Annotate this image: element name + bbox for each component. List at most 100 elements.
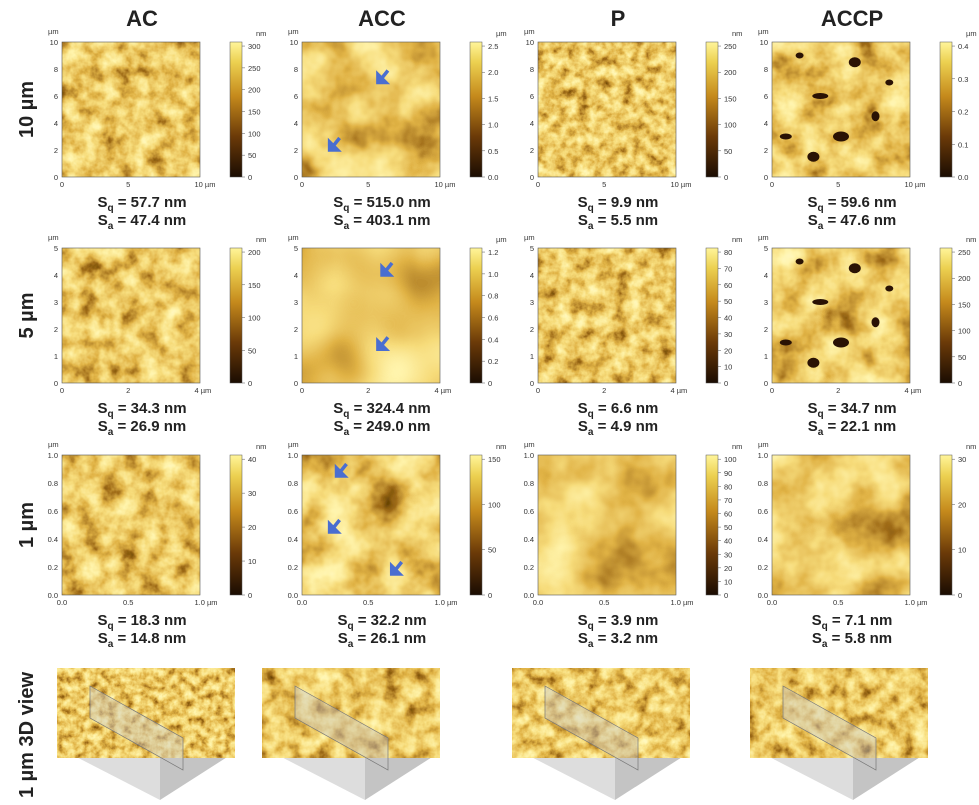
- colorbar: [470, 42, 482, 177]
- y-tick-label: 2: [764, 325, 768, 334]
- colorbar-tick-label: 150: [958, 300, 971, 309]
- colorbar-tick-label: 1.0: [488, 121, 498, 130]
- y-tick-label: 4: [530, 119, 534, 128]
- pit: [796, 53, 804, 59]
- pit: [849, 57, 861, 67]
- row-label: 1 µm 3D view: [16, 672, 38, 798]
- axis-unit: µm: [524, 440, 535, 449]
- y-tick-label: 0: [294, 173, 298, 182]
- symbol: S: [578, 400, 588, 417]
- symbol: S: [807, 400, 817, 417]
- colorbar-tick-label: 250: [958, 248, 971, 257]
- value: = 249.0 nm: [349, 418, 430, 435]
- colorbar-tick-label: 150: [724, 94, 737, 103]
- pit: [807, 358, 819, 368]
- roughness-value: Sa = 249.0 nm: [334, 418, 431, 438]
- colorbar-tick-label: 50: [724, 297, 732, 306]
- colorbar-tick-label: 250: [248, 64, 261, 73]
- colorbar-tick-label: 40: [248, 455, 256, 464]
- roughness-value: Sa = 26.9 nm: [98, 418, 187, 438]
- x-tick-label: 2: [836, 386, 840, 395]
- colorbar-tick-label: 20: [248, 523, 256, 532]
- x-tick-label: 0.0: [57, 598, 67, 607]
- colorbar-tick-label: 50: [248, 151, 256, 160]
- y-tick-label: 0.8: [288, 479, 298, 488]
- x-tick-label: 0.5: [599, 598, 609, 607]
- afm-panel: µm012345024 µmnm050100150200250Sq = 34.7…: [758, 233, 976, 438]
- y-tick-label: 2: [54, 325, 58, 334]
- symbol: S: [97, 194, 107, 211]
- y-tick-label: 1.0: [48, 451, 58, 460]
- afm-image: [302, 42, 440, 177]
- symbol: S: [578, 612, 588, 629]
- x-tick-label: 0: [536, 386, 540, 395]
- symbol: S: [812, 630, 822, 647]
- y-tick-label: 0: [54, 379, 58, 388]
- x-tick-label: 0: [770, 386, 774, 395]
- afm-image: [772, 42, 910, 177]
- x-tick-label: 10 µm: [194, 180, 215, 189]
- colorbar-tick-label: 250: [724, 42, 737, 51]
- row-label: 10 µm: [16, 81, 38, 138]
- y-tick-label: 0.8: [758, 479, 768, 488]
- value: = 57.7 nm: [114, 194, 187, 211]
- colorbar: [230, 455, 242, 595]
- view-3d: [750, 668, 928, 800]
- colorbar: [940, 248, 952, 383]
- y-tick-label: 1: [294, 352, 298, 361]
- colorbar-tick-label: 2.5: [488, 42, 498, 51]
- colorbar-tick-label: 0: [248, 379, 252, 388]
- colorbar-tick-label: 2.0: [488, 68, 498, 77]
- value: = 26.1 nm: [353, 630, 426, 647]
- x-tick-label: 0: [60, 180, 64, 189]
- colorbar-tick-label: 60: [724, 281, 732, 290]
- colorbar: [470, 248, 482, 383]
- colorbar-unit: nm: [732, 442, 742, 451]
- roughness-value: Sa = 47.6 nm: [808, 212, 897, 232]
- afm-image: [772, 455, 910, 595]
- roughness-value: Sa = 3.2 nm: [578, 630, 658, 650]
- y-tick-label: 2: [530, 325, 534, 334]
- value: = 34.3 nm: [114, 400, 187, 417]
- roughness-value: Sq = 7.1 nm: [812, 612, 893, 632]
- axis-unit: µm: [288, 233, 299, 242]
- symbol: S: [98, 630, 108, 647]
- x-tick-label: 5: [602, 180, 606, 189]
- axis-unit: µm: [758, 27, 769, 36]
- pit: [780, 340, 792, 346]
- colorbar-unit: nm: [732, 235, 742, 244]
- y-tick-label: 2: [764, 146, 768, 155]
- colorbar-unit: nm: [966, 235, 976, 244]
- symbol: S: [812, 612, 822, 629]
- axis-unit: µm: [524, 27, 535, 36]
- colorbar-tick-label: 60: [724, 510, 732, 519]
- y-tick-label: 1: [54, 352, 58, 361]
- value: = 18.3 nm: [114, 612, 187, 629]
- colorbar-tick-label: 150: [248, 281, 261, 290]
- y-tick-label: 0.6: [758, 507, 768, 516]
- colorbar: [940, 42, 952, 177]
- value: = 14.8 nm: [113, 630, 186, 647]
- symbol: S: [578, 194, 588, 211]
- value: = 26.9 nm: [113, 418, 186, 435]
- x-tick-label: 0: [300, 386, 304, 395]
- y-tick-label: 0.6: [524, 507, 534, 516]
- x-tick-label: 1.0 µm: [434, 598, 457, 607]
- roughness-value: Sq = 32.2 nm: [337, 612, 426, 632]
- colorbar-unit: nm: [256, 235, 266, 244]
- y-tick-label: 4: [764, 271, 768, 280]
- y-tick-label: 4: [54, 119, 58, 128]
- afm-panel: µm0.00.20.40.60.81.00.00.51.0 µmnm050100…: [288, 440, 507, 650]
- colorbar-tick-label: 30: [724, 550, 732, 559]
- y-tick-label: 0.8: [524, 479, 534, 488]
- colorbar-tick-label: 100: [958, 327, 971, 336]
- view-3d: [262, 668, 440, 800]
- pit: [812, 299, 828, 305]
- colorbar-tick-label: 200: [248, 86, 261, 95]
- axis-unit: µm: [524, 233, 535, 242]
- pit: [885, 286, 893, 292]
- colorbar-tick-label: 10: [958, 546, 966, 555]
- afm-image: [538, 455, 676, 595]
- afm-panel: µm02468100510 µmnm050100150200250300Sq =…: [48, 27, 266, 232]
- afm-panel: µm02468100510 µmnm050100150200250Sq = 9.…: [524, 27, 742, 232]
